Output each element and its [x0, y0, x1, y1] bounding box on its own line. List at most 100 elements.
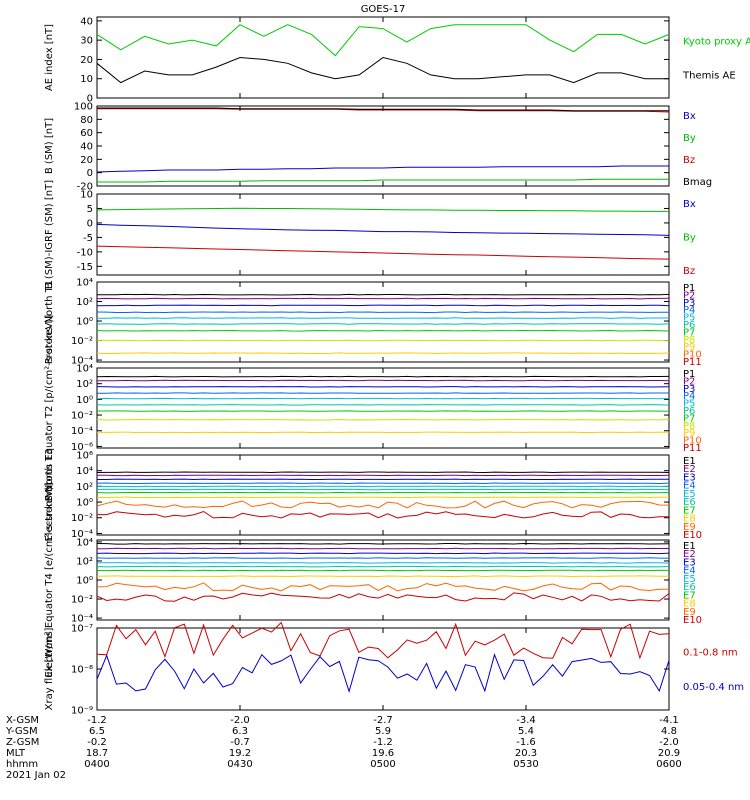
legend-label: P4 — [683, 391, 695, 402]
y-axis-label: Electrons Equator T4 [e/(cm²-s-sr-keV)] — [44, 482, 55, 677]
legend-label: P6 — [683, 406, 695, 417]
y-axis-label: Protons North T1 — [44, 280, 55, 364]
series-line-e6 — [96, 565, 670, 568]
series-line-e5 — [97, 562, 670, 564]
y-tick-label: 40 — [80, 16, 93, 27]
y-tick-label: -20 — [77, 182, 93, 193]
series-line-e1 — [96, 471, 670, 474]
legend-label: E3 — [683, 557, 696, 568]
x-tick-value: 5.4 — [518, 726, 534, 737]
legend-label: P9 — [683, 428, 695, 439]
series-line-bz — [96, 245, 670, 260]
series-line-kyoto-proxy-ae — [96, 24, 670, 57]
panel-frame — [96, 281, 670, 363]
x-row-label: hhmm — [6, 759, 38, 770]
y-tick-label: 10² — [76, 379, 93, 390]
panel-6: Electrons North T3 10⁻⁴ 10⁻² 10⁰ 10² 10⁴ 10⁶ E1… — [44, 448, 702, 541]
y-tick-label: 10² — [76, 556, 93, 567]
y-axis-label: B (SM) [nT] — [44, 118, 55, 174]
panel-frame — [96, 454, 670, 536]
panel-8: Xray flux [W/m²] 10⁻⁹ 10⁻⁸ 10⁻⁷ 0.1-0.8 nm 0.… — [44, 621, 744, 717]
legend-label: P1 — [683, 283, 695, 294]
legend-label: E1 — [683, 456, 696, 467]
legend-label: E7 — [683, 505, 696, 516]
legend-label: E10 — [683, 530, 702, 541]
legend-label: P7 — [683, 413, 695, 424]
x-tick-value: 0600 — [656, 759, 681, 770]
x-tick-value: 0430 — [227, 759, 252, 770]
series-line-themis-ae — [96, 56, 669, 84]
series-line-e7 — [96, 491, 670, 494]
series-line-p7 — [96, 329, 670, 332]
legend-label: Bz — [683, 266, 695, 277]
y-tick-label: 10⁰ — [76, 317, 93, 328]
y-tick-label: 10⁴ — [76, 537, 93, 548]
y-tick-label: 10⁻² — [71, 336, 93, 347]
legend-label: P5 — [683, 399, 695, 410]
panel-frame — [96, 627, 670, 711]
panel-5: Protons Equator T2 [p/(cm²-s-sr-keV)] 10⁻… — [44, 315, 702, 502]
legend-label: P10 — [683, 436, 702, 447]
y-tick-label: 10 — [80, 190, 93, 201]
legend-label: P3 — [683, 298, 695, 309]
x-tick-value: -0.2 — [87, 737, 107, 748]
legend-label: E5 — [683, 574, 696, 585]
legend-label: P6 — [683, 320, 695, 331]
x-tick-value: 5.9 — [375, 726, 391, 737]
legend-label: E7 — [683, 590, 696, 601]
legend-label: P11 — [683, 443, 702, 454]
panel-frame — [96, 105, 670, 187]
legend-label: E6 — [683, 582, 696, 593]
legend-label: 0.1-0.8 nm — [683, 648, 738, 659]
y-tick-label: 0 — [87, 218, 93, 229]
series-line-0-05-0-4-nm — [96, 653, 670, 694]
y-tick-label: 60 — [80, 128, 93, 139]
x-tick-value: -2.7 — [373, 715, 393, 726]
series-line-e10 — [97, 510, 670, 519]
legend-label: By — [683, 233, 696, 244]
series-line-p2 — [96, 297, 670, 300]
y-tick-label: 10⁻⁴ — [71, 426, 93, 437]
y-tick-label: 10⁻² — [71, 411, 93, 422]
y-tick-label: 10⁴ — [76, 278, 93, 289]
y-axis-label: AE index [nT] — [44, 24, 55, 91]
legend-label: E9 — [683, 522, 696, 533]
legend-label: P10 — [683, 350, 702, 361]
y-tick-label: 10⁻⁹ — [71, 706, 93, 717]
series-line-p6 — [96, 404, 670, 406]
x-tick-value: 4.8 — [661, 726, 677, 737]
legend-label: E10 — [683, 615, 702, 626]
legend-label: P1 — [683, 369, 695, 380]
legend-label: Bx — [683, 111, 696, 122]
series-line-p2 — [96, 379, 670, 382]
x-tick-value: 20.9 — [658, 748, 680, 759]
legend-label: P5 — [683, 313, 695, 324]
y-axis-label: Protons Equator T2 [p/(cm²-s-sr-keV)] — [44, 315, 55, 502]
legend-label: E8 — [683, 514, 696, 525]
legend-label: P11 — [683, 357, 702, 368]
series-line-0-1-0-8-nm — [96, 621, 670, 660]
y-tick-label: -5 — [83, 233, 93, 244]
series-line-p1 — [96, 293, 670, 296]
legend-label: Themis AE — [682, 70, 736, 81]
x-tick-value: -2.0 — [230, 715, 250, 726]
y-tick-label: 0 — [87, 94, 93, 105]
x-tick-value: -3.4 — [516, 715, 536, 726]
x-tick-value: -1.6 — [516, 737, 536, 748]
y-tick-label: 10² — [76, 482, 93, 493]
y-tick-label: 80 — [80, 115, 93, 126]
legend-label: E5 — [683, 489, 696, 500]
legend-label: Kyoto proxy AE — [683, 36, 750, 47]
legend-label: By — [683, 133, 696, 144]
legend-label: E2 — [683, 464, 696, 475]
legend-label: P4 — [683, 305, 695, 316]
y-tick-label: 10⁻⁸ — [71, 665, 93, 676]
series-line-p4 — [96, 311, 670, 314]
x-tick-value: -1.2 — [87, 715, 107, 726]
series-line-e5 — [96, 485, 670, 488]
series-line-p7 — [97, 410, 670, 412]
legend-label: E4 — [683, 566, 696, 577]
x-tick-value: -4.1 — [659, 715, 679, 726]
